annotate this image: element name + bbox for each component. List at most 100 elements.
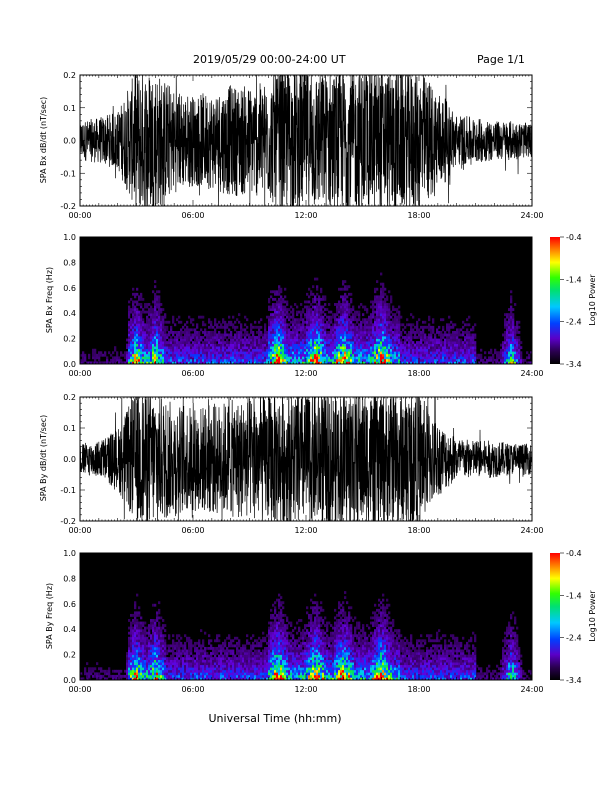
by-dbdt-trace <box>79 396 533 522</box>
spectrogram-cell <box>316 358 319 362</box>
spectrogram-cell <box>454 348 457 352</box>
spectrogram-cell <box>468 351 471 355</box>
spectrogram-cell <box>158 318 161 322</box>
spectrogram-cell <box>132 313 135 317</box>
spectrogram-cell <box>386 348 389 352</box>
spectrogram-cell <box>234 333 237 337</box>
spectrogram-cell <box>132 669 135 673</box>
spectrogram-cell <box>134 330 137 334</box>
spectrogram-cell <box>320 287 323 291</box>
spectrogram-cell <box>132 629 135 633</box>
spectrogram-cell <box>378 318 381 322</box>
spectrogram-cell <box>368 341 371 344</box>
spectrogram-cell <box>518 320 521 324</box>
spectrogram-cell <box>328 315 331 319</box>
spectrogram-cell <box>378 353 381 357</box>
spectrogram-cell <box>402 341 405 344</box>
spectrogram-cell <box>150 621 153 625</box>
spectrogram-cell <box>366 310 369 314</box>
spectrogram-cell <box>292 343 295 347</box>
spectrogram-cell <box>134 358 137 362</box>
spectrogram-cell <box>406 356 409 360</box>
spectrogram-cell <box>140 351 143 355</box>
spectrogram-cell <box>306 308 309 311</box>
spectrogram-cell <box>140 325 143 329</box>
spectrogram-cell <box>338 323 341 327</box>
spectrogram-cell <box>452 358 455 362</box>
spectrogram-cell <box>128 626 131 630</box>
spectrogram-cell <box>178 320 181 324</box>
spectrogram-cell <box>458 333 461 337</box>
spectrogram-cell <box>304 305 307 309</box>
spectrogram-cell <box>306 320 309 324</box>
spectrogram-cell <box>302 348 305 352</box>
spectrogram-cell <box>128 313 131 317</box>
spectrogram-cell <box>330 330 333 334</box>
spectrogram-cell <box>234 361 237 365</box>
spectrogram-cell <box>370 333 373 337</box>
spectrogram-cell <box>400 323 403 327</box>
spectrogram-cell <box>512 315 515 319</box>
spectrogram-cell <box>484 351 487 355</box>
spectrogram-cell <box>370 305 373 309</box>
spectrogram-cell <box>412 361 415 365</box>
spectrogram-cell <box>130 624 133 627</box>
spectrogram-cell <box>306 346 309 350</box>
spectrogram-cell <box>210 333 213 337</box>
spectrogram-cell <box>110 353 113 357</box>
spectrogram-cell <box>128 348 131 352</box>
spectrogram-cell <box>140 348 143 352</box>
spectrogram-cell <box>450 346 453 350</box>
spectrogram-cell <box>86 674 89 678</box>
spectrogram-cell <box>512 358 515 362</box>
spectrogram-cell <box>408 353 411 357</box>
spectrogram-cell <box>154 315 157 319</box>
spectrogram-cell <box>350 338 353 342</box>
spectrogram-cell <box>152 343 155 347</box>
spectrogram-cell <box>128 652 131 655</box>
spectrogram-cell <box>260 343 263 347</box>
spectrogram-cell <box>128 669 131 673</box>
spectrogram-cell <box>158 348 161 352</box>
spectrogram-cell <box>376 300 379 304</box>
spectrogram-cell <box>386 341 389 344</box>
spectrogram-cell <box>456 330 459 334</box>
spectrogram-cell <box>212 333 215 337</box>
page-number: Page 1/1 <box>477 53 525 66</box>
spectrogram-cell <box>178 343 181 347</box>
spectrogram-cell <box>150 646 153 650</box>
spectrogram-cell <box>394 346 397 350</box>
spectrogram-cell <box>132 664 135 668</box>
spectrogram-cell <box>328 310 331 314</box>
spectrogram-cell <box>236 338 239 342</box>
spectrogram-cell <box>136 346 139 350</box>
spectrogram-cell <box>196 323 199 327</box>
spectrogram-cell <box>160 361 163 365</box>
spectrogram-cell <box>442 341 445 344</box>
spectrogram-cell <box>432 318 435 322</box>
spectrogram-cell <box>212 351 215 355</box>
spectrogram-cell <box>380 292 383 296</box>
spectrogram-cell <box>132 674 135 678</box>
spectrogram-cell <box>340 303 343 306</box>
spectrogram-cell <box>340 336 343 339</box>
spectrogram-cell <box>390 300 393 304</box>
spectrogram-cell <box>362 348 365 352</box>
spectrogram-cell <box>150 341 153 344</box>
spectrogram-cell <box>280 315 283 319</box>
spectrogram-cell <box>290 353 293 357</box>
spectrogram-cell <box>94 356 97 360</box>
spectrogram-cell <box>176 353 179 357</box>
spectrogram-cell <box>306 333 309 337</box>
spectrogram-cell <box>136 664 139 668</box>
spectrogram-cell <box>298 338 301 342</box>
spectrogram-cell <box>288 308 291 311</box>
spectrogram-cell <box>326 348 329 352</box>
spectrogram-cell <box>352 325 355 329</box>
spectrogram-cell <box>458 343 461 347</box>
spectrogram-cell <box>150 652 153 655</box>
spectrogram-cell <box>382 282 385 286</box>
spectrogram-cell <box>138 303 141 306</box>
spectrogram-cell <box>340 305 343 309</box>
spectrogram-cell <box>362 353 365 357</box>
